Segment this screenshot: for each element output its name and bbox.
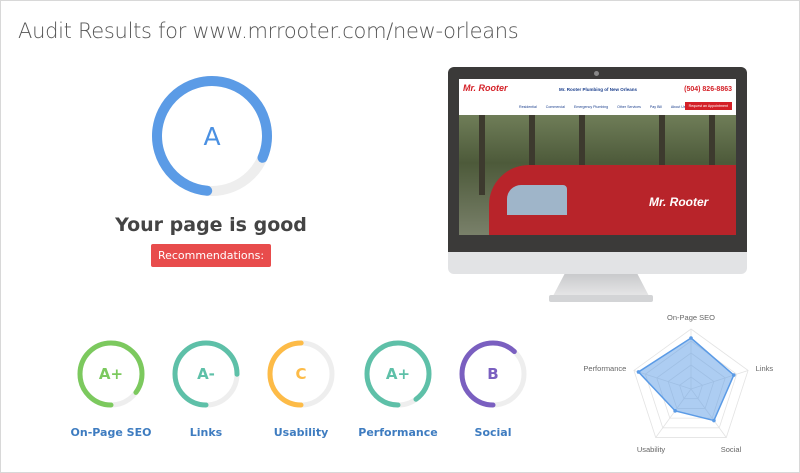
radar-point — [689, 336, 693, 340]
hero-image: Mr. Rooter — [459, 115, 736, 235]
gauge-ring — [364, 340, 432, 408]
radar-axis-label: Social — [721, 445, 742, 454]
monitor-stand — [553, 274, 649, 296]
radar-point — [636, 370, 641, 374]
monitor-chin — [448, 252, 747, 274]
site-phone: (504) 826-8863 — [684, 86, 732, 93]
site-nav-item: Residential — [519, 105, 537, 109]
gauge-ring — [267, 340, 335, 408]
overall-grade: A — [203, 121, 221, 151]
gauge-ring — [172, 340, 240, 408]
site-cta: Request an Appointment — [684, 102, 732, 110]
site-nav: Residential Commercial Emergency Plumbin… — [519, 105, 686, 109]
gauge-ring — [77, 340, 145, 408]
monitor-preview: Mr. Rooter Mr. Rooter Plumbing of New Or… — [448, 67, 747, 252]
radar-axis-label: Links — [756, 364, 774, 373]
site-nav-item: Commercial — [545, 105, 565, 109]
category-label[interactable]: Performance — [358, 426, 438, 439]
category-grade: A+ — [98, 365, 124, 383]
category-grade: B — [487, 365, 499, 383]
radar-axis-label: On-Page SEO — [667, 313, 715, 322]
category-grade: C — [295, 365, 307, 383]
category-label[interactable]: Social — [474, 426, 512, 439]
radar-series-area — [637, 337, 735, 422]
category-gauge[interactable]: A+ — [363, 339, 433, 409]
van-logo: Mr. Rooter — [649, 195, 709, 209]
radar-point — [712, 418, 716, 423]
radar-chart: On-Page SEO Links Social Usability Performan… — [583, 313, 774, 454]
category-grade: A- — [197, 365, 215, 383]
site-nav-item: Other Services — [617, 105, 641, 109]
radar-point — [673, 409, 677, 413]
monitor-foot — [549, 295, 653, 302]
status-text: Your page is good — [115, 214, 307, 236]
site-name: Mr. Rooter Plumbing of New Orleans — [559, 87, 638, 92]
overall-score-gauge — [152, 76, 272, 196]
category-gauge[interactable]: A+ — [76, 339, 146, 409]
category-grade: A+ — [385, 365, 411, 383]
radar-grid — [633, 328, 749, 438]
category-gauge[interactable]: A- — [171, 339, 241, 409]
category-label[interactable]: Links — [189, 426, 223, 439]
radar-point — [731, 373, 736, 377]
radar-axis-label: Performance — [583, 364, 626, 373]
site-nav-item: Emergency Plumbing — [573, 105, 609, 109]
site-nav-item: Pay Bill — [649, 105, 662, 109]
category-gauge[interactable]: B — [458, 339, 528, 409]
page-title: Audit Results for www.mrrooter.com/new-o… — [18, 19, 519, 43]
site-logo: Mr. Rooter — [463, 83, 508, 93]
category-label[interactable]: Usability — [273, 426, 329, 439]
category-gauge[interactable]: C — [266, 339, 336, 409]
recommendations-button[interactable]: Recommendations: 11 — [151, 244, 271, 285]
category-label[interactable]: On-Page SEO — [70, 426, 152, 439]
site-nav-item: About Us — [670, 105, 686, 109]
gauge-ring — [459, 340, 527, 408]
website-screenshot: Mr. Rooter Mr. Rooter Plumbing of New Or… — [459, 79, 736, 235]
camera-dot — [594, 71, 599, 76]
radar-axis-label: Usability — [637, 445, 666, 454]
